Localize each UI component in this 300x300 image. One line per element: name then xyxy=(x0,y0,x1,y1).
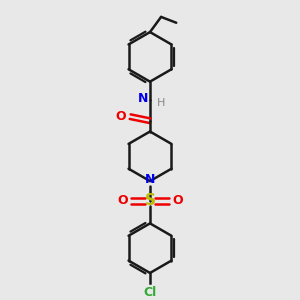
Text: O: O xyxy=(116,110,126,123)
Text: N: N xyxy=(138,92,148,105)
Text: O: O xyxy=(172,194,183,207)
Text: S: S xyxy=(145,194,155,208)
Text: Cl: Cl xyxy=(143,286,157,299)
Text: O: O xyxy=(117,194,128,207)
Text: N: N xyxy=(145,173,155,186)
Text: H: H xyxy=(156,98,165,108)
